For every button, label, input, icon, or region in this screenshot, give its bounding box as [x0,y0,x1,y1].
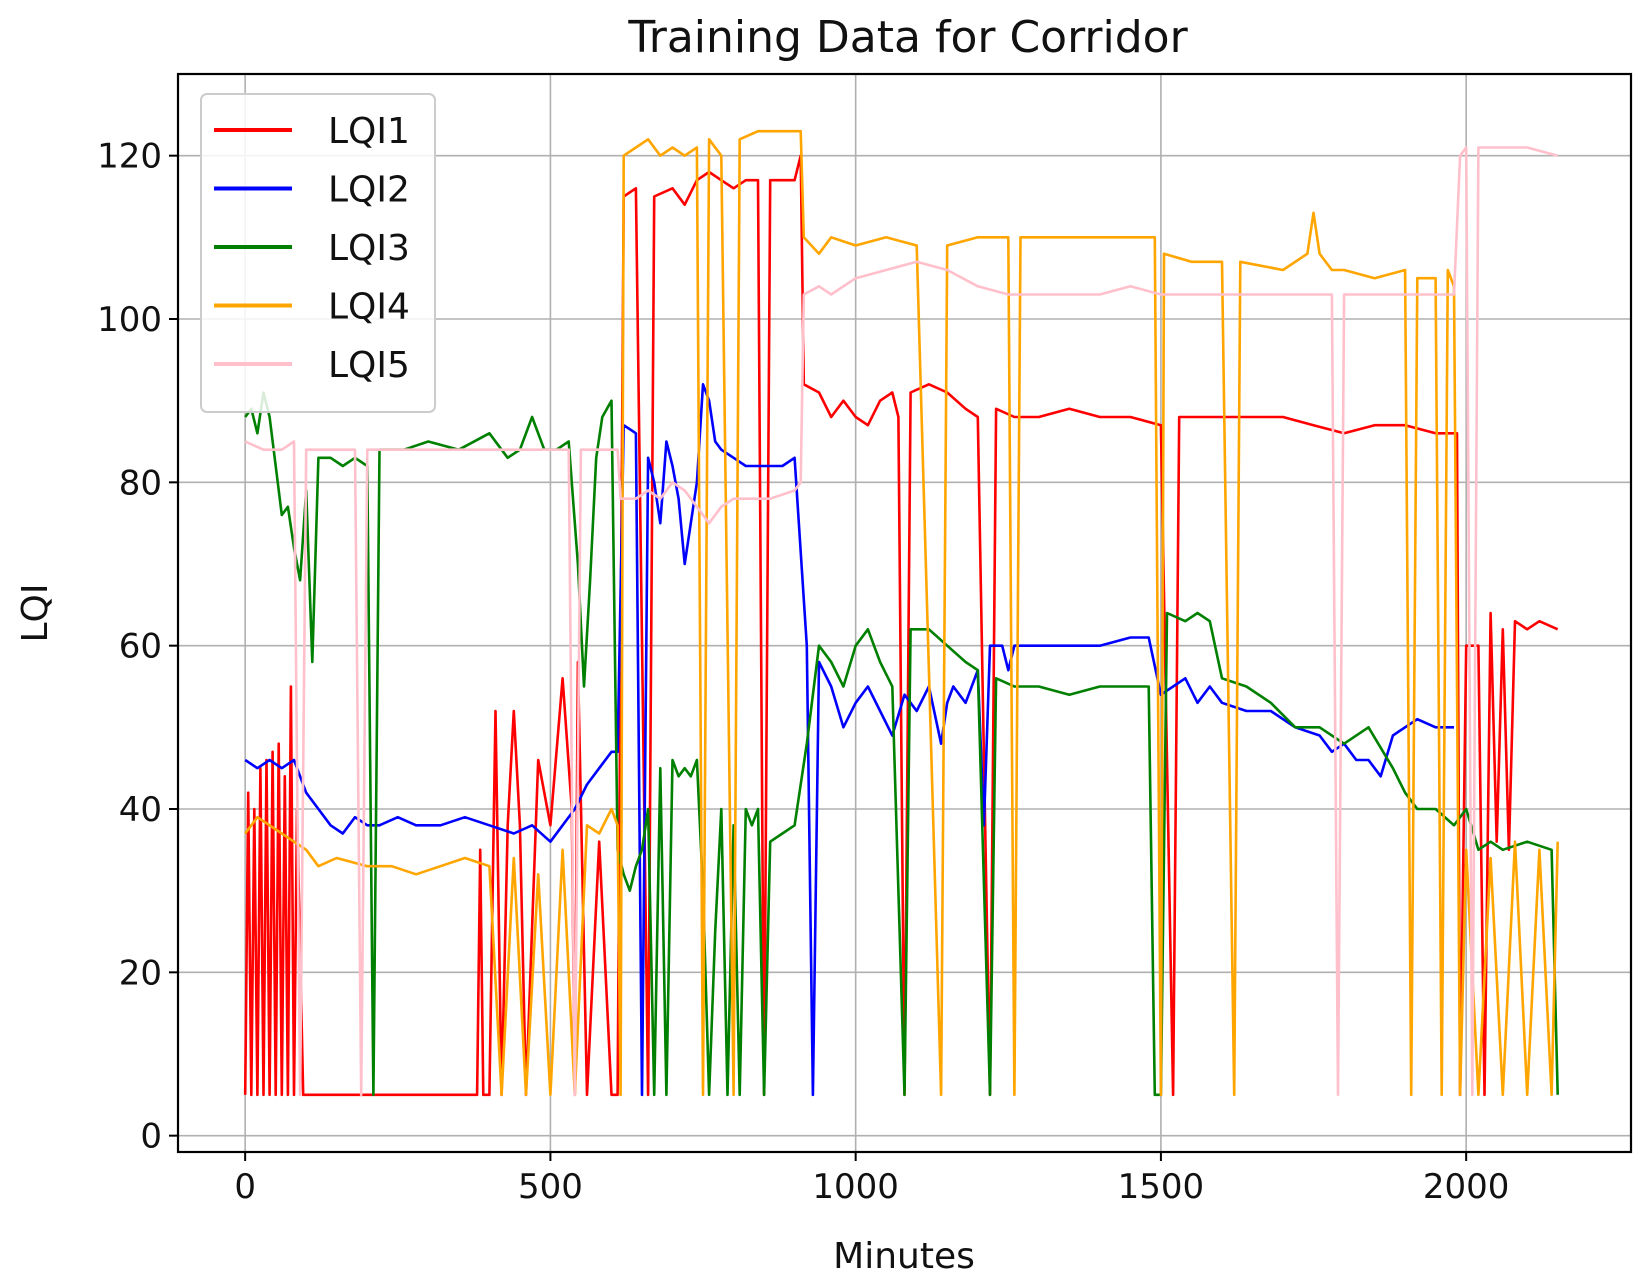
x-axis-label: Minutes [833,1236,975,1277]
legend-items: LQI1 LQI2 LQI3 LQI4 LQI5 [214,111,410,386]
y-tick-label: 120 [97,137,162,177]
grid-lines [178,74,1631,1152]
x-axis-ticks: 0 500 1000 1500 2000 [234,1152,1509,1207]
series-line-lqi4 [244,129,1559,1097]
x-tick-label: 1500 [1118,1167,1205,1207]
x-tick-label: 2000 [1423,1167,1510,1207]
y-tick-label: 20 [119,953,162,993]
y-tick-label: 0 [140,1117,162,1157]
series-line-lqi2 [244,383,1454,1097]
x-tick-label: 1000 [812,1167,899,1207]
x-tick-label: 500 [518,1167,583,1207]
legend-label-lqi5: LQI5 [328,345,410,386]
y-tick-label: 60 [119,627,162,667]
y-tick-label: 100 [97,300,162,340]
legend: LQI1 LQI2 LQI3 LQI4 LQI5 [200,93,436,413]
y-tick-label: 40 [119,790,162,830]
legend-label-lqi1: LQI1 [328,111,410,152]
y-axis-ticks: 0 20 40 60 80 100 120 [97,137,178,1157]
x-tick-label: 0 [234,1167,256,1207]
legend-box [200,93,436,413]
legend-label-lqi2: LQI2 [328,170,410,211]
legend-label-lqi3: LQI3 [328,228,410,269]
legend-label-lqi4: LQI4 [328,287,410,328]
y-axis-label: LQI [15,583,56,642]
series-line-lqi5 [244,146,1559,1097]
plot-frame [176,72,1633,1154]
y-tick-label: 80 [119,463,162,503]
series-lines [243,129,1559,1097]
chart-title: Training Data for Corridor [627,12,1188,63]
